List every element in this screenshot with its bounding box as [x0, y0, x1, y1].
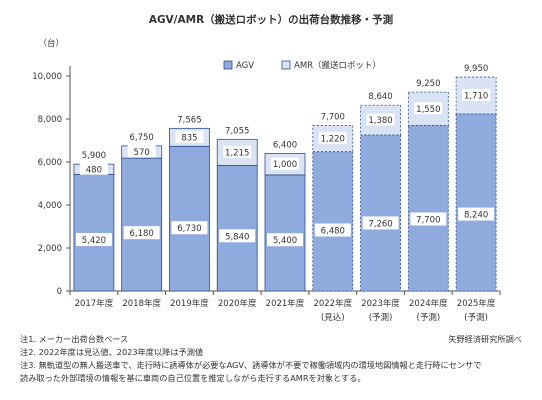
x-category-label: 2024年度 [409, 298, 448, 309]
y-tick-label: 2,000 [38, 244, 62, 254]
x-category-sublabel: (見込) [321, 312, 345, 323]
legend-label-agv: AGV [236, 61, 254, 71]
agv-label-bg [410, 212, 447, 226]
x-category-label: 2019年度 [170, 298, 209, 309]
bar-amr-value-label: 570 [134, 148, 150, 158]
x-category-label: 2017年度 [75, 298, 114, 309]
bar-amr-value-label: 480 [86, 165, 102, 175]
bar-agv-value-label: 7,260 [368, 219, 392, 229]
legend-swatch-amr [281, 60, 291, 70]
y-tick-label: 6,000 [38, 158, 62, 168]
amr-label-bg [79, 162, 108, 175]
amr-label-bg [127, 145, 156, 158]
x-category-sublabel: (予測) [369, 312, 393, 323]
y-axis-unit-label: （台） [38, 38, 64, 49]
bar-agv [121, 157, 163, 292]
bar-agv-value-label: 6,480 [321, 226, 345, 236]
bar-total-label: 9,950 [464, 64, 488, 74]
agv-label-bg [171, 221, 208, 235]
bar-amr-value-label: 1,220 [321, 135, 345, 145]
source-credit: 矢野経済研究所調べ [448, 334, 522, 344]
bar-total-label: 7,565 [177, 115, 201, 125]
bar-agv-value-label: 5,840 [225, 232, 249, 242]
bar-agv-value-label: 5,420 [82, 236, 106, 246]
bar-agv [216, 165, 258, 292]
bar-agv-value-label: 8,240 [464, 211, 488, 221]
bar-total-label: 6,750 [129, 133, 153, 143]
bar-agv [407, 125, 449, 292]
bar-amr-value-label: 1,000 [273, 160, 297, 170]
bar-total-label: 7,055 [225, 126, 249, 136]
bar-agv [264, 174, 306, 292]
amr-label-bg [271, 157, 299, 170]
x-category-label: 2021年度 [266, 298, 305, 309]
note-3-continued: 読み取った外部環境の情報を基に車両の自己位置を推定しながら走行するAMRを対象と… [20, 373, 366, 383]
bar-agv-value-label: 6,180 [129, 229, 153, 239]
bar-agv [312, 151, 354, 292]
x-category-sublabel: (予測) [417, 312, 441, 323]
bar-total-label: 9,250 [416, 79, 440, 89]
bar-agv [360, 134, 401, 292]
x-category-label: 2022年度 [313, 298, 352, 309]
agv-label-bg [362, 216, 399, 230]
stacked-bar-chart: （台） 0 2,000 4,000 6,000 8,000 10,000 AGV AMR（搬送ロ… [32, 38, 501, 323]
agv-label-bg [267, 233, 303, 247]
bar-amr-value-label: 1,550 [416, 105, 440, 115]
bar-agv-value-label: 6,730 [177, 224, 201, 234]
agv-label-bg [458, 207, 495, 221]
x-category-label: 2025年度 [457, 298, 496, 309]
bar-agv [455, 113, 497, 292]
x-category-label: 2023年度 [361, 298, 400, 309]
y-tick-label: 0 [57, 287, 62, 297]
bar-agv [169, 145, 210, 292]
bar-amr-value-label: 1,710 [464, 91, 488, 101]
amr-label-bg [414, 102, 443, 115]
y-tick-label: 10,000 [32, 72, 62, 82]
bar-total-label: 6,400 [273, 140, 297, 150]
legend-swatch-agv [223, 60, 233, 70]
agv-label-bg [314, 223, 351, 237]
bar-agv [73, 174, 115, 292]
x-category-label: 2018年度 [122, 298, 161, 309]
bar-agv-value-label: 7,700 [416, 215, 440, 225]
bar-total-label: 8,640 [368, 92, 392, 102]
x-category-label: 2020年度 [218, 298, 257, 309]
amr-label-bg [318, 132, 347, 145]
bar-total-label: 7,700 [321, 112, 345, 122]
legend-label-amr: AMR（搬送ロボット） [294, 60, 381, 71]
bar-amr-value-label: 1,380 [368, 116, 392, 126]
note-3: 注3. 無軌道型の無人搬送車で、走行時に誘導体が必要なAGV、誘導体が不要で稼働… [20, 360, 482, 370]
x-category-sublabel: (予測) [464, 312, 488, 323]
note-1: 注1. メーカー出荷台数ベース [20, 334, 129, 344]
y-tick-label: 4,000 [38, 201, 62, 211]
footnotes: 注1. メーカー出荷台数ベース 注2. 2022年度は見込値、2023年度以降は… [20, 333, 535, 385]
amr-label-bg [366, 113, 395, 126]
amr-label-bg [223, 145, 252, 158]
bar-amr-value-label: 835 [181, 133, 197, 143]
chart-title: AGV/AMR（搬送ロボット）の出荷台数推移・予測 [148, 14, 394, 26]
bar-total-label: 5,900 [82, 151, 106, 161]
agv-label-bg [219, 229, 256, 243]
amr-label-bg [462, 88, 491, 101]
agv-label-bg [75, 233, 112, 247]
agv-label-bg [123, 226, 160, 240]
amr-label-bg [175, 130, 204, 143]
y-tick-label: 8,000 [38, 115, 62, 125]
bar-agv-value-label: 5,400 [273, 236, 297, 246]
note-2: 注2. 2022年度は見込値、2023年度以降は予測値 [20, 347, 204, 357]
bar-amr-value-label: 1,215 [225, 148, 249, 158]
